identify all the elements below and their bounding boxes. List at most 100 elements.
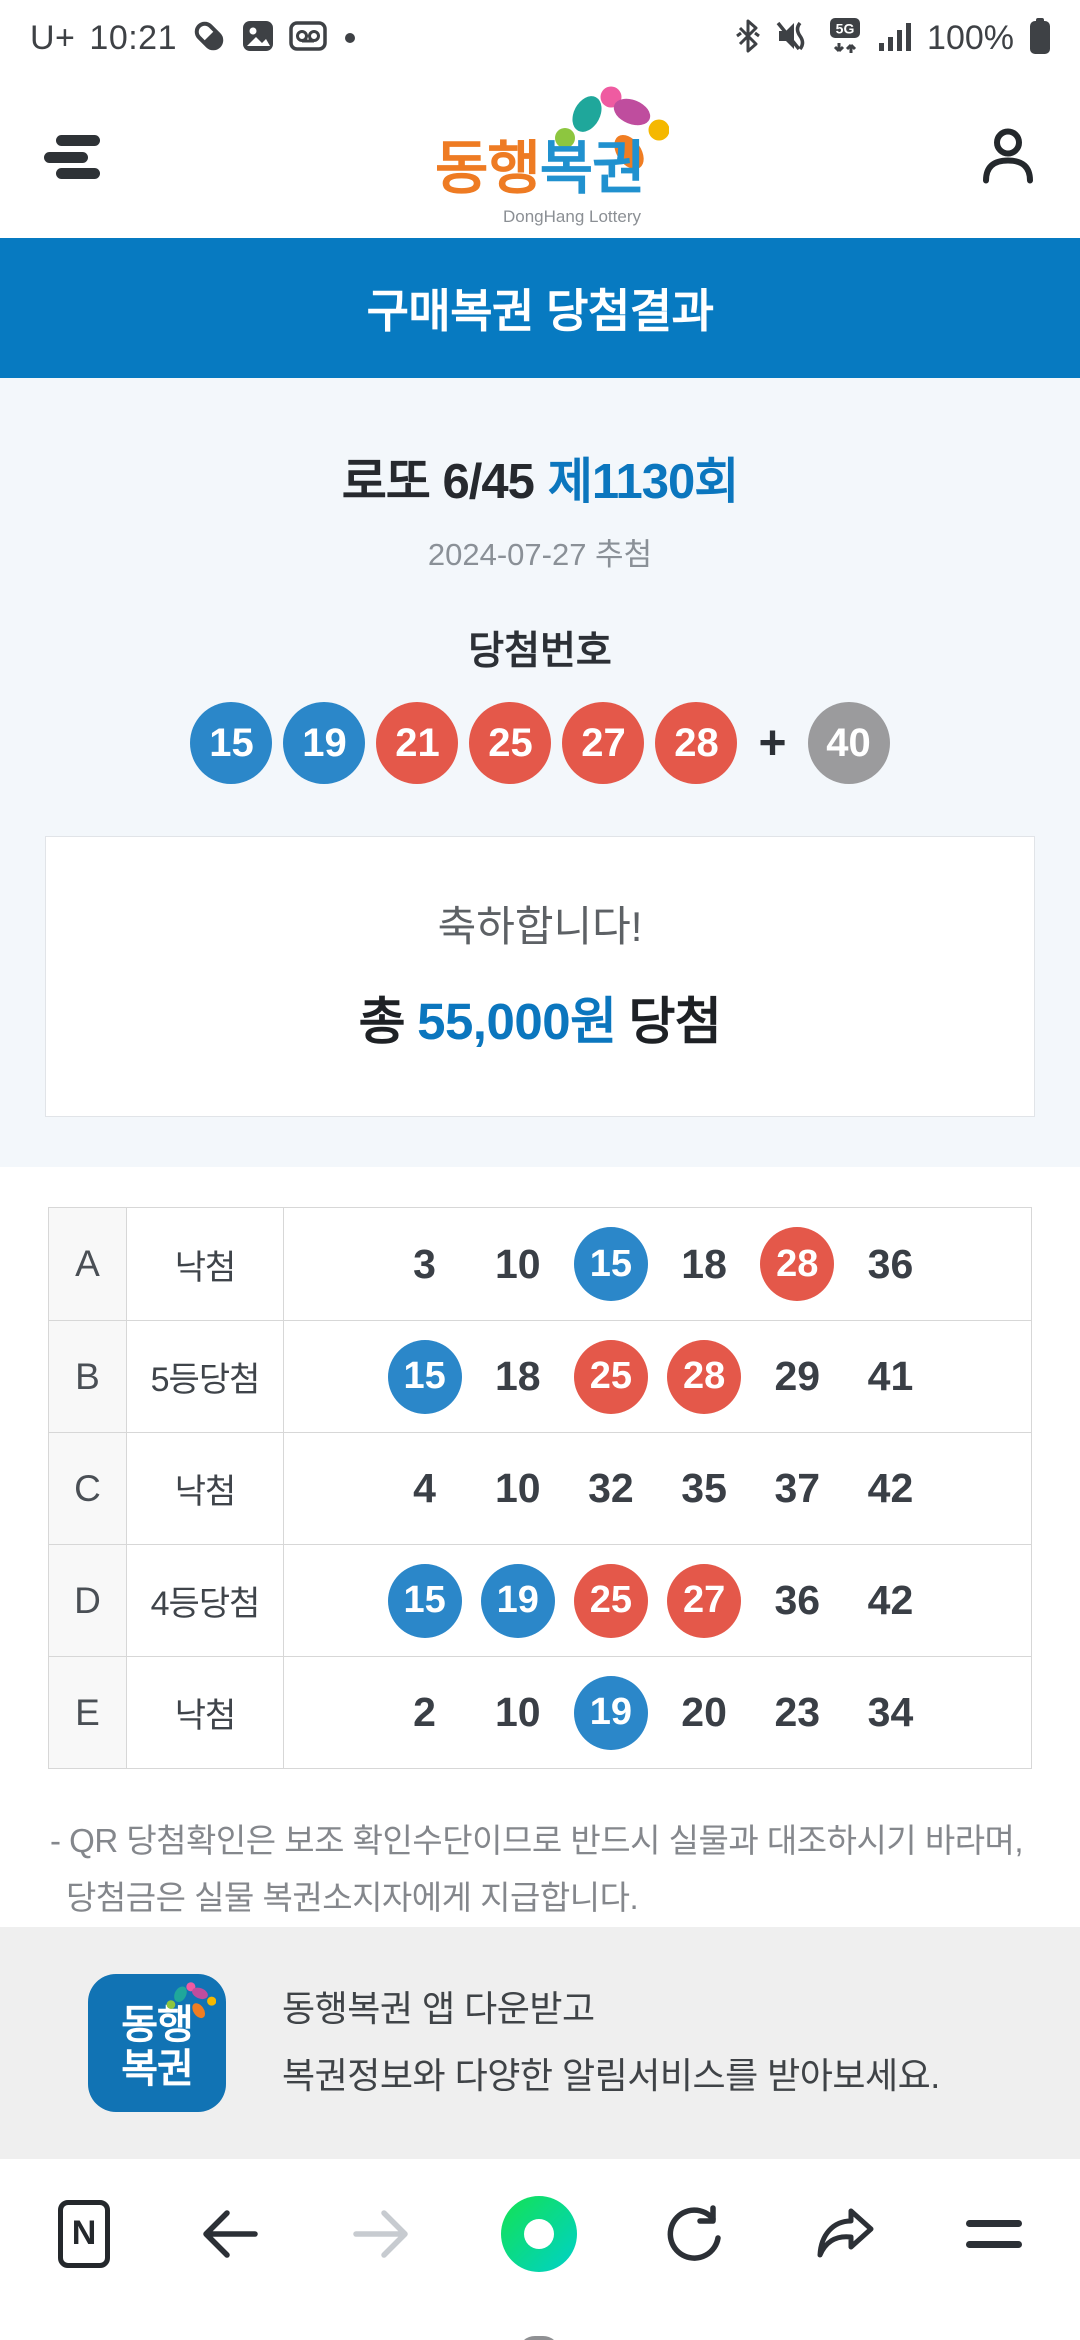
congrats-card: 축하합니다! 총 55,000원 당첨: [45, 836, 1035, 1117]
ticket-line-numbers: 4 10 32 35 37 42: [284, 1433, 1031, 1544]
number-slot: 29: [751, 1353, 844, 1400]
plain-number: 37: [774, 1465, 821, 1511]
plain-number: 32: [588, 1465, 634, 1511]
browser-back-button[interactable]: [199, 2207, 261, 2261]
status-bar: U+ 10:21 5G: [0, 0, 1080, 76]
ticket-line-letter: B: [49, 1321, 127, 1432]
carrier-label: U+: [30, 18, 76, 57]
nav-home-button[interactable]: [517, 2336, 560, 2340]
person-icon: [983, 128, 1033, 184]
ticket-line-letter: E: [49, 1657, 127, 1768]
table-row: E 낙첨 2 10 19 20 23 34: [49, 1656, 1031, 1768]
ticket-line-status: 4등당첨: [127, 1545, 284, 1656]
number-slot: 27: [658, 1563, 751, 1638]
app-icon-figures-icon: [166, 1981, 216, 2018]
number-slot: 15: [378, 1563, 471, 1638]
menu-icon: [966, 2219, 1022, 2248]
number-slot: 32: [564, 1465, 657, 1512]
browser-home-button[interactable]: [501, 2195, 577, 2272]
number-slot: 25: [564, 1339, 657, 1414]
app-header: 동행복권 DongHang Lottery: [0, 76, 1080, 238]
menu-hamburger-button[interactable]: [44, 131, 102, 183]
lotto-ball-25: 25: [469, 702, 552, 784]
pill-icon: [191, 18, 227, 59]
ticket-line-status: 낙첨: [127, 1433, 284, 1544]
logo-subtitle: DongHang Lottery: [503, 207, 641, 226]
ticket-table-section: A 낙첨 3 10 15 18 28 36 B 5등당첨 15 18 25 28 29 41 C 낙…: [0, 1167, 1080, 1769]
number-slot: 15: [378, 1339, 471, 1414]
plain-number: 18: [494, 1353, 541, 1399]
ticket-line-numbers: 15 18 25 28 29 41: [284, 1321, 1031, 1432]
donghang-app-icon: 동행 복권: [88, 1973, 226, 2112]
plain-number: 42: [867, 1577, 914, 1623]
browser-share-button[interactable]: [815, 2205, 877, 2263]
ticket-line-letter: A: [49, 1208, 127, 1320]
plain-number: 2: [413, 1689, 436, 1735]
page-title: 구매복권 당첨결과: [366, 285, 714, 337]
system-nav-bar: [0, 2308, 1080, 2340]
plain-number: 10: [494, 1240, 541, 1287]
game-name: 로또 6/45: [341, 455, 535, 509]
notification-dot: [345, 33, 356, 43]
winning-numbers-label: 당첨번호: [468, 630, 612, 673]
qr-disclaimer: - QR 당첨확인은 보조 확인수단이므로 반드시 실물과 대조하시기 바라며,…: [50, 1822, 1024, 1916]
browser-refresh-button[interactable]: [666, 2204, 726, 2264]
number-slot: 37: [751, 1465, 844, 1512]
result-section: 로또 6/45 제1130회 2024-07-27 추첨 당첨번호 15 19 21 2…: [0, 378, 1080, 1167]
gallery-icon: [241, 19, 275, 58]
svg-text:5G: 5G: [836, 20, 855, 36]
number-slot: 36: [751, 1577, 844, 1624]
plain-number: 34: [867, 1689, 914, 1735]
number-slot: 25: [564, 1563, 657, 1638]
app-download-banner[interactable]: 동행 복권 동행복권 앱 다운받고 복권정보와 다양한 알림서비스를 받아보세요…: [0, 1926, 1080, 2159]
number-slot: 19: [471, 1563, 564, 1638]
promo-line-1: 동행복권 앱 다운받고: [282, 1987, 595, 2029]
round-number: 제1130회: [547, 455, 739, 509]
number-slot: 42: [844, 1577, 937, 1624]
number-slot: 28: [751, 1227, 844, 1301]
ticket-line-letter: D: [49, 1545, 127, 1656]
naver-app-button[interactable]: N: [58, 2199, 110, 2268]
lotto-ball-28: 28: [760, 1227, 835, 1301]
signal-icon: [877, 19, 913, 58]
lotto-ball-28: 28: [655, 702, 738, 784]
plain-number: 42: [867, 1465, 914, 1511]
donghang-lottery-logo[interactable]: 동행복권 DongHang Lottery: [425, 86, 669, 231]
ticket-line-numbers: 15 19 25 27 36 42: [284, 1545, 1031, 1656]
forward-icon: [353, 2209, 408, 2258]
browser-forward-button[interactable]: [350, 2207, 412, 2261]
mute-vibrate-icon: [775, 19, 813, 58]
bluetooth-icon: [735, 19, 761, 58]
battery-percent: 100%: [927, 18, 1014, 57]
browser-menu-button[interactable]: [966, 2219, 1022, 2248]
number-slot: 28: [658, 1339, 751, 1414]
page-title-banner: 구매복권 당첨결과: [0, 238, 1080, 378]
profile-button[interactable]: [976, 123, 1040, 192]
table-row: A 낙첨 3 10 15 18 28 36: [49, 1208, 1031, 1320]
number-slot: 41: [844, 1353, 937, 1400]
number-slot: 10: [471, 1241, 564, 1288]
congrats-message: 축하합니다!: [437, 903, 643, 950]
plain-number: 10: [494, 1689, 541, 1735]
ticket-line-numbers: 3 10 15 18 28 36: [284, 1208, 1031, 1320]
lotto-ball-25: 25: [573, 1339, 648, 1414]
logo-wordmark: 동행복권: [435, 136, 645, 201]
lotto-ball-15: 15: [387, 1339, 462, 1414]
plain-number: 10: [494, 1465, 541, 1511]
round-title: 로또 6/45 제1130회: [0, 442, 1080, 513]
bonus-ball-slot: 40: [807, 702, 890, 784]
promo-text: 동행복권 앱 다운받고 복권정보와 다양한 알림서비스를 받아보세요.: [282, 1976, 940, 2110]
ticket-line-status: 5등당첨: [127, 1321, 284, 1432]
plain-number: 35: [681, 1465, 727, 1511]
number-slot: 10: [471, 1689, 564, 1736]
plain-number: 20: [681, 1689, 727, 1735]
plain-number: 4: [413, 1465, 436, 1511]
lotto-ball-15: 15: [387, 1563, 462, 1638]
draw-date: 2024-07-27 추첨: [427, 537, 653, 572]
logo-figures-icon: [555, 86, 669, 170]
lotto-ball-25: 25: [573, 1563, 648, 1638]
ticket-line-numbers: 2 10 19 20 23 34: [284, 1657, 1031, 1768]
lotto-ball-15: 15: [190, 702, 273, 784]
number-slot: 23: [751, 1689, 844, 1736]
